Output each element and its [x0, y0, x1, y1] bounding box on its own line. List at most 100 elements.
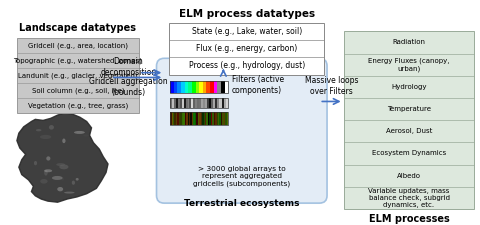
Text: Temperature: Temperature	[387, 106, 431, 112]
Ellipse shape	[83, 135, 89, 137]
Text: Variable updates, mass
balance check, subgrid
dynamics, etc.: Variable updates, mass balance check, su…	[368, 188, 450, 208]
Bar	[216, 98, 218, 108]
Bar	[202, 112, 204, 126]
Bar	[174, 81, 177, 93]
Text: Massive loops
over Filters: Massive loops over Filters	[305, 76, 358, 96]
Ellipse shape	[68, 137, 79, 142]
Ellipse shape	[40, 179, 48, 184]
Bar	[193, 98, 195, 108]
Bar	[201, 112, 202, 126]
Text: Flux (e.g., energy, carbon): Flux (e.g., energy, carbon)	[196, 44, 297, 53]
Bar	[177, 112, 179, 126]
Bar	[170, 112, 171, 126]
Bar	[188, 112, 189, 126]
Bar	[193, 112, 195, 126]
Bar	[204, 112, 205, 126]
Bar	[189, 112, 191, 126]
Bar	[176, 98, 178, 108]
Bar	[171, 112, 173, 126]
Ellipse shape	[44, 169, 52, 172]
Ellipse shape	[61, 178, 64, 180]
Ellipse shape	[40, 135, 51, 139]
Bar	[205, 98, 207, 108]
Text: Gridcell aggregation
(bounds): Gridcell aggregation (bounds)	[89, 77, 168, 97]
Ellipse shape	[52, 176, 62, 180]
Text: Terrestrial ecosystems: Terrestrial ecosystems	[184, 199, 300, 208]
Bar	[185, 112, 186, 126]
Bar	[170, 81, 228, 93]
Bar	[192, 112, 193, 126]
Text: State (e.g., Lake, water, soil): State (e.g., Lake, water, soil)	[192, 27, 302, 36]
Bar	[182, 98, 184, 108]
Bar	[178, 98, 180, 108]
Bar	[222, 98, 224, 108]
Bar	[219, 112, 221, 126]
Bar	[188, 98, 190, 108]
Bar	[217, 81, 221, 93]
Bar	[172, 98, 174, 108]
Bar	[173, 112, 174, 126]
Ellipse shape	[36, 129, 41, 131]
Bar	[183, 112, 185, 126]
Bar	[206, 112, 208, 126]
Bar	[215, 112, 216, 126]
Ellipse shape	[34, 161, 37, 165]
Text: Process (e.g., hydrology, dust): Process (e.g., hydrology, dust)	[189, 61, 305, 70]
Text: Soil column (e.g., soil, ice): Soil column (e.g., soil, ice)	[32, 87, 124, 94]
Polygon shape	[17, 113, 108, 202]
Ellipse shape	[44, 170, 48, 176]
Bar	[180, 112, 182, 126]
Bar	[208, 112, 209, 126]
Bar	[225, 112, 227, 126]
Bar	[179, 112, 180, 126]
Bar	[199, 112, 201, 126]
Ellipse shape	[72, 180, 75, 185]
Bar	[195, 112, 196, 126]
Bar	[170, 81, 174, 93]
Bar	[209, 112, 211, 126]
Bar	[216, 112, 218, 126]
Text: Albedo: Albedo	[397, 173, 421, 179]
Bar	[218, 98, 220, 108]
FancyBboxPatch shape	[169, 23, 324, 74]
Text: Energy Fluxes (canopy,
urban): Energy Fluxes (canopy, urban)	[368, 58, 450, 72]
Bar	[199, 98, 201, 108]
Bar	[214, 112, 215, 126]
Text: ELM processes: ELM processes	[369, 214, 449, 224]
Ellipse shape	[74, 131, 85, 134]
Bar	[186, 98, 188, 108]
Bar	[222, 112, 224, 126]
Bar	[225, 81, 228, 93]
Bar	[181, 81, 185, 93]
FancyBboxPatch shape	[17, 38, 139, 113]
Text: Domain
decomposition: Domain decomposition	[100, 57, 156, 76]
Bar	[198, 112, 199, 126]
Bar	[190, 98, 192, 108]
Bar	[221, 81, 225, 93]
Text: Ecosystem Dynamics: Ecosystem Dynamics	[372, 151, 446, 156]
Bar	[170, 112, 228, 126]
Bar	[196, 112, 198, 126]
Bar	[203, 98, 205, 108]
Ellipse shape	[56, 163, 65, 166]
Bar	[211, 98, 213, 108]
Bar	[191, 112, 192, 126]
Bar	[214, 81, 217, 93]
Bar	[180, 98, 182, 108]
Ellipse shape	[46, 156, 50, 161]
Text: Gridcell (e.g., area, location): Gridcell (e.g., area, location)	[28, 42, 128, 49]
Bar	[227, 112, 228, 126]
Bar	[176, 112, 177, 126]
Bar	[221, 112, 222, 126]
Bar	[224, 98, 226, 108]
Text: Radiation: Radiation	[393, 40, 426, 45]
Bar	[215, 98, 216, 108]
Bar	[170, 98, 172, 108]
Bar	[210, 81, 214, 93]
Bar	[199, 81, 203, 93]
Bar	[203, 81, 206, 93]
Text: Landscape datatypes: Landscape datatypes	[20, 23, 136, 33]
Bar	[182, 112, 183, 126]
Bar	[218, 112, 219, 126]
FancyBboxPatch shape	[156, 58, 327, 203]
